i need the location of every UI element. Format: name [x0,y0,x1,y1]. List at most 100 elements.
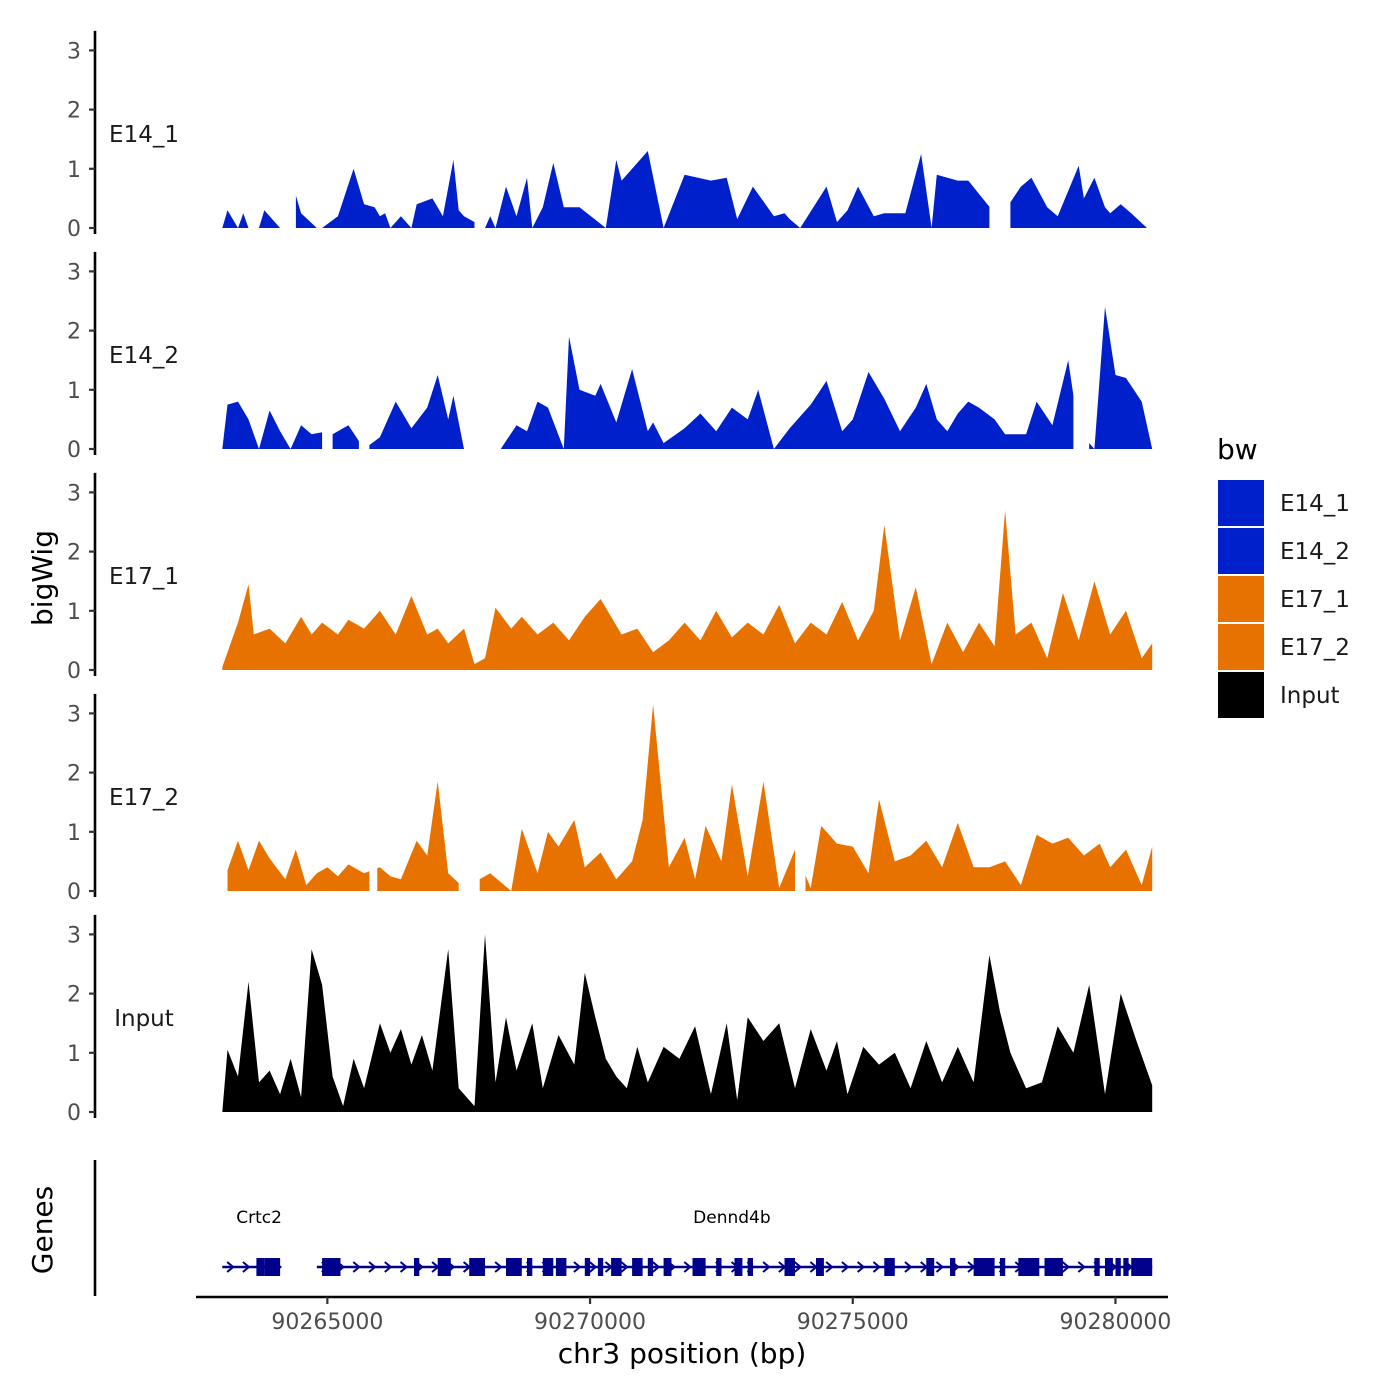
gap-E14_2-2 [464,253,496,450]
legend-swatch-Input [1218,672,1264,718]
gene-Crtc2: Crtc2 [222,1208,283,1276]
gene-Dennd4b: Dennd4b [316,1208,1153,1276]
y-axis-title: bigWig [26,530,59,626]
gap-E17_2-2 [795,695,806,892]
y-tick-label-E14_2-0: 0 [67,438,81,463]
track-E14_2: 0 1 2 3 E14_2 [67,251,1153,463]
exon-Dennd4b-28 [1105,1258,1113,1276]
genes-layer: Crtc2 Dennd4b [93,1160,1153,1296]
exon-Dennd4b-24 [999,1258,1006,1276]
genes-axis-title: Genes [26,1186,59,1274]
strand-chevron-Dennd4b [652,1261,661,1273]
x-axis-title: chr3 position (bp) [558,1337,807,1370]
area-Input [222,934,1153,1112]
strand-chevron-Dennd4b [762,1261,771,1273]
gap-E14_1-2 [989,32,1011,229]
exon-Dennd4b-30 [1123,1258,1129,1276]
gap-E14_2-3 [1073,253,1090,450]
y-tick-label-E14_1-2: 2 [67,99,81,124]
exon-Dennd4b-2 [437,1258,451,1276]
gap-E17_2-1 [458,695,480,892]
legend-label-E14_2: E14_2 [1280,539,1350,565]
y-tick-label-E14_1-1: 1 [67,158,81,183]
gap-E14_2-1 [358,253,370,450]
track-E14_1: 0 1 2 3 E14_1 [67,30,1158,242]
track-label-E14_1: E14_1 [109,122,179,148]
strand-chevron-Dennd4b [935,1261,945,1273]
gap-E14_1-1 [474,32,485,229]
exon-Dennd4b-9 [597,1258,604,1276]
exon-Dennd4b-20 [884,1258,895,1276]
strand-chevron-Dennd4b [399,1261,409,1273]
exon-Dennd4b-19 [816,1258,824,1276]
strand-chevron-Dennd4b [1077,1261,1086,1273]
track-Input: 0 1 2 3 Input [67,914,1153,1126]
exon-Dennd4b-3 [469,1258,485,1276]
area-E17_2 [227,704,1153,891]
exon-Dennd4b-13 [663,1258,672,1276]
x-axis: 90265000 90270000 90275000 90280000 [196,1295,1171,1335]
strand-chevron-Dennd4b [1061,1261,1071,1273]
exon-Dennd4b-29 [1115,1258,1121,1276]
y-tick-label-E17_2-0: 0 [67,880,81,905]
legend: bw E14_1 E14_2 E17_1 E17_2 Input [1217,433,1350,718]
gene-label-Dennd4b: Dennd4b [693,1208,771,1228]
y-tick-label-Input-1: 1 [67,1042,81,1067]
strand-chevron-Dennd4b [904,1261,913,1273]
exon-Crtc2-1 [256,1258,265,1276]
legend-title: bw [1217,433,1258,466]
strand-chevron-Dennd4b [841,1261,850,1273]
exon-Dennd4b-4 [506,1258,522,1276]
area-E17_1 [222,510,1153,670]
y-tick-label-E17_2-2: 2 [67,762,81,787]
strand-chevron-Dennd4b [494,1261,503,1273]
track-E17_2: 0 1 2 3 E17_2 [67,693,1153,905]
gap-E14_2-0 [322,253,333,450]
legend-label-Input: Input [1280,683,1340,709]
y-tick-label-E17_1-2: 2 [67,541,81,566]
track-E17_1: 0 1 2 3 E17_1 [67,472,1153,684]
y-tick-label-E14_2-3: 3 [67,260,81,285]
exon-Dennd4b-0 [322,1258,341,1276]
exon-Dennd4b-15 [716,1258,722,1276]
exon-Dennd4b-10 [611,1258,622,1276]
y-tick-label-E17_1-0: 0 [67,659,81,684]
strand-chevron-Crtc2 [242,1261,251,1273]
gap-E17_2-0 [369,695,378,892]
strand-chevron-Dennd4b [793,1261,803,1273]
track-label-E17_2: E17_2 [109,785,179,811]
area-E14_1 [222,151,1158,228]
x-tick-label-90265000: 90265000 [271,1310,383,1335]
area-E14_2 [222,306,1153,449]
exon-Dennd4b-26 [1044,1258,1063,1276]
y-tick-label-E14_1-0: 0 [67,217,81,242]
exon-Dennd4b-12 [647,1258,654,1276]
exon-Dennd4b-14 [692,1258,706,1276]
x-tick-label-90270000: 90270000 [534,1310,646,1335]
strand-chevron-Crtc2 [226,1261,235,1273]
track-label-Input: Input [114,1006,174,1032]
y-tick-label-Input-3: 3 [67,923,81,948]
gap-E14_1-0 [280,32,296,229]
strand-chevron-Dennd4b [856,1261,866,1273]
exon-Dennd4b-21 [926,1258,935,1276]
strand-chevron-Dennd4b [368,1261,377,1273]
exon-Dennd4b-5 [527,1258,533,1276]
y-tick-label-E17_2-3: 3 [67,702,81,727]
legend-label-E17_1: E17_1 [1280,587,1350,613]
strand-chevron-Dennd4b [573,1261,582,1273]
strand-chevron-Dennd4b [825,1261,834,1273]
track-label-E14_2: E14_2 [109,343,179,369]
exon-Dennd4b-16 [734,1258,743,1276]
legend-swatch-E17_1 [1218,576,1264,622]
legend-swatch-E17_2 [1218,624,1264,670]
y-tick-label-E17_2-1: 1 [67,821,81,846]
strand-chevron-Dennd4b [620,1261,629,1273]
strand-chevron-Dennd4b [352,1261,361,1273]
exon-Dennd4b-17 [747,1258,753,1276]
exon-Dennd4b-8 [584,1258,591,1276]
y-tick-label-E14_2-1: 1 [67,379,81,404]
legend-label-E14_1: E14_1 [1280,491,1350,517]
legend-label-E17_2: E17_2 [1280,635,1350,661]
